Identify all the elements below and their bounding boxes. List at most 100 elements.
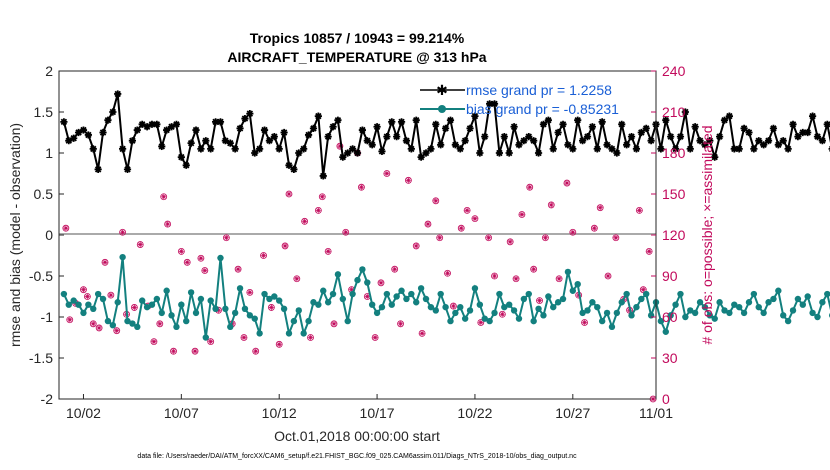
rmse-point (158, 142, 166, 151)
obs-assimilated-marker (108, 292, 114, 298)
bias-point (129, 320, 136, 327)
bias-point (789, 307, 797, 314)
obs-possible-marker (324, 247, 332, 255)
rmse-point (466, 124, 474, 132)
rmse-point (686, 145, 694, 153)
obs-assimilated-marker (499, 311, 505, 317)
x-tick-label: 10/22 (457, 405, 492, 421)
bias-point (603, 309, 611, 317)
obs-count-point (101, 258, 109, 266)
bias-point (393, 293, 400, 300)
obs-assimilated-marker (102, 259, 108, 265)
bias-point (638, 295, 645, 303)
bias-point (613, 309, 621, 317)
rmse-point (799, 128, 807, 137)
rmse-point (256, 145, 264, 153)
obs-assimilated-marker (184, 259, 190, 265)
obs-count-point (336, 142, 344, 150)
x-tick-label: 10/27 (555, 405, 590, 421)
obs-assimilated-marker (96, 325, 102, 331)
obs-possible-marker (150, 338, 158, 346)
obs-count-point (477, 319, 485, 326)
bias-point (657, 317, 665, 325)
obs-count-point (285, 190, 293, 198)
rmse-point (202, 137, 210, 145)
rmse-point (231, 145, 239, 153)
obs-possible-marker (66, 316, 74, 324)
bias-point (339, 295, 347, 303)
obs-possible-marker (542, 234, 549, 242)
obs-count-point (201, 267, 209, 274)
bias-point (515, 315, 523, 322)
rmse-point (304, 131, 313, 139)
obs-count-point (645, 247, 653, 255)
right-tick-label: 150 (662, 186, 686, 202)
rmse-point (153, 120, 161, 128)
rmse-point (84, 131, 92, 139)
bias-point (413, 299, 420, 306)
rmse-point (446, 116, 455, 124)
rmse-point (388, 118, 396, 126)
obs-possible-marker (477, 319, 485, 326)
obs-possible-marker (418, 329, 426, 337)
bias-point (628, 312, 635, 319)
rmse-point (60, 118, 68, 126)
obs-possible-marker (170, 347, 177, 355)
rmse-point (427, 145, 435, 153)
bias-point (266, 295, 273, 303)
obs-assimilated-marker (507, 239, 513, 245)
chart-title-line2: AIRCRAFT_TEMPERATURE @ 313 hPa (227, 49, 486, 65)
x-tick-label: 10/02 (66, 405, 101, 421)
bias-point (373, 309, 381, 317)
x-tick-label: 10/07 (164, 405, 199, 421)
obs-possible-marker (330, 320, 338, 328)
obs-possible-marker (252, 347, 260, 355)
bias-point (222, 305, 229, 312)
rmse-point (138, 120, 146, 128)
rmse-point (334, 116, 342, 124)
obs-count-point (156, 320, 164, 328)
bias-point (672, 301, 679, 308)
rmse-point (794, 133, 802, 141)
obs-assimilated-marker (235, 266, 241, 272)
bias-point (550, 303, 557, 311)
rmse-point (349, 145, 357, 153)
bias-point (540, 312, 547, 319)
rmse-point (309, 124, 318, 132)
bias-point (280, 305, 288, 312)
obs-count-point (164, 220, 172, 228)
bias-point (251, 315, 258, 322)
bias-point (168, 312, 175, 319)
obs-possible-marker (358, 183, 365, 191)
rmse-point (451, 141, 459, 149)
rmse-point (490, 100, 499, 108)
rmse-point (182, 161, 190, 169)
bias-point (148, 301, 156, 308)
bias-point (471, 285, 479, 292)
obs-possible-marker (164, 220, 172, 228)
bias-point (574, 281, 581, 288)
obs-count-point (177, 247, 185, 255)
obs-possible-marker (113, 327, 121, 335)
rmse-point (280, 128, 288, 137)
obs-possible-marker (371, 334, 379, 341)
bias-point (682, 313, 689, 321)
obs-assimilated-marker (398, 321, 403, 327)
rmse-point (657, 145, 665, 153)
obs-possible-marker (450, 302, 457, 310)
bias-point (256, 330, 263, 337)
obs-assimilated-marker (319, 194, 325, 200)
rmse-point (779, 137, 787, 145)
obs-assimilated-marker (597, 205, 603, 211)
obs-assimilated-marker (433, 198, 439, 204)
bias-point (212, 305, 219, 312)
rmse-point (432, 120, 440, 128)
obs-possible-marker (336, 142, 344, 150)
bias-point (452, 309, 459, 317)
rmse-point (407, 145, 415, 153)
obs-possible-marker (293, 275, 301, 283)
bias-point (104, 317, 112, 325)
bias-point (691, 309, 699, 317)
rmse-point (441, 124, 450, 132)
